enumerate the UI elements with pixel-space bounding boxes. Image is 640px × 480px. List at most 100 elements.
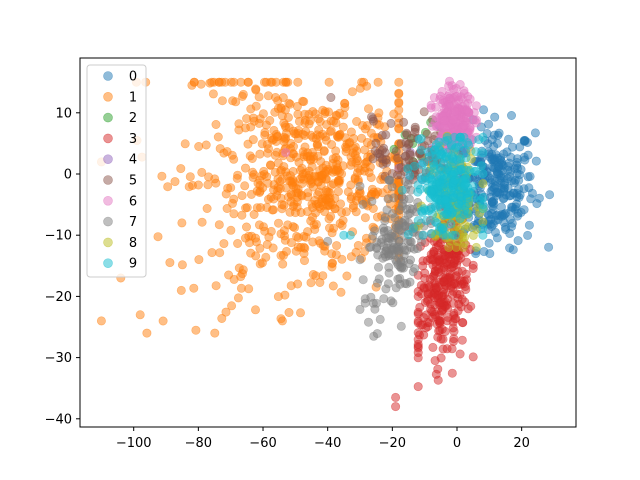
data-point bbox=[332, 131, 342, 141]
data-point bbox=[418, 230, 428, 240]
data-point bbox=[416, 145, 426, 155]
legend-label: 4 bbox=[129, 153, 137, 168]
data-point bbox=[395, 225, 405, 235]
legend-marker-icon bbox=[103, 196, 113, 206]
data-point bbox=[447, 368, 457, 378]
data-point bbox=[293, 77, 303, 87]
data-point bbox=[439, 104, 449, 114]
data-point bbox=[373, 250, 383, 260]
scatter-points bbox=[96, 76, 555, 412]
data-point bbox=[319, 147, 329, 157]
data-point bbox=[471, 242, 481, 252]
data-point bbox=[176, 285, 186, 295]
data-point bbox=[395, 205, 405, 215]
data-point bbox=[397, 185, 407, 195]
data-point bbox=[326, 180, 336, 190]
data-point bbox=[357, 77, 367, 87]
outlier-points bbox=[96, 80, 401, 412]
data-point bbox=[457, 335, 467, 345]
data-point bbox=[442, 316, 452, 326]
data-point bbox=[194, 142, 204, 152]
data-point bbox=[369, 331, 379, 341]
x-tick-label: 20 bbox=[513, 436, 530, 451]
data-point bbox=[496, 202, 506, 212]
data-point bbox=[428, 260, 438, 270]
y-axis: 10 0 −10 −20 −30 −40 bbox=[45, 106, 80, 427]
data-point bbox=[371, 298, 381, 308]
legend-item-0: 0 bbox=[103, 70, 137, 85]
data-point bbox=[395, 273, 405, 283]
data-point bbox=[333, 187, 343, 197]
data-point bbox=[393, 246, 403, 256]
data-point bbox=[430, 201, 440, 211]
data-point bbox=[304, 119, 314, 129]
data-point bbox=[297, 179, 307, 189]
data-point bbox=[213, 132, 223, 142]
legend-marker-icon bbox=[103, 216, 113, 227]
x-axis: −100 −80 −60 −40 −20 0 20 bbox=[116, 427, 530, 451]
data-point bbox=[326, 126, 336, 136]
data-point bbox=[500, 222, 510, 232]
legend-item-3: 3 bbox=[103, 132, 137, 147]
x-tick-label: −40 bbox=[314, 436, 341, 451]
data-point bbox=[222, 204, 232, 214]
data-point bbox=[226, 225, 236, 235]
data-point bbox=[416, 173, 426, 183]
data-point bbox=[299, 231, 309, 241]
y-tick-label: −40 bbox=[45, 412, 72, 427]
data-point bbox=[461, 269, 471, 279]
data-point bbox=[394, 123, 404, 133]
data-point bbox=[484, 238, 494, 248]
data-point bbox=[446, 141, 456, 151]
data-point bbox=[381, 155, 391, 165]
data-point bbox=[165, 258, 175, 268]
data-point bbox=[375, 314, 385, 324]
data-point bbox=[299, 256, 309, 266]
data-point bbox=[286, 281, 296, 291]
data-point bbox=[281, 167, 291, 177]
data-point bbox=[396, 321, 406, 331]
data-point bbox=[360, 213, 370, 223]
data-point bbox=[258, 183, 268, 193]
data-point bbox=[334, 178, 344, 188]
data-point bbox=[418, 261, 428, 271]
data-point bbox=[210, 174, 220, 184]
data-point bbox=[243, 139, 253, 149]
data-point bbox=[189, 283, 199, 293]
data-point bbox=[289, 199, 299, 209]
data-point bbox=[191, 325, 201, 335]
data-point bbox=[394, 89, 404, 99]
data-point bbox=[419, 107, 429, 117]
data-point bbox=[423, 289, 433, 299]
data-point bbox=[214, 77, 224, 87]
data-point bbox=[448, 115, 458, 125]
y-tick-label: −10 bbox=[45, 229, 72, 244]
data-point bbox=[342, 271, 352, 281]
data-point bbox=[270, 150, 280, 160]
data-point bbox=[507, 218, 517, 228]
data-point bbox=[450, 175, 460, 185]
data-point bbox=[449, 334, 459, 344]
data-point bbox=[476, 161, 486, 171]
data-point bbox=[492, 233, 502, 243]
data-point bbox=[221, 307, 231, 317]
data-point bbox=[440, 195, 450, 205]
data-point bbox=[435, 94, 445, 104]
y-tick-label: 10 bbox=[55, 106, 72, 121]
data-point bbox=[265, 160, 275, 170]
data-point bbox=[524, 220, 534, 230]
data-point bbox=[439, 116, 449, 126]
data-point bbox=[358, 199, 368, 209]
data-point bbox=[405, 150, 415, 160]
data-point bbox=[455, 349, 465, 359]
data-point bbox=[437, 306, 447, 316]
legend-label: 9 bbox=[129, 257, 137, 272]
data-point bbox=[448, 323, 458, 333]
legend-label: 3 bbox=[129, 132, 137, 147]
data-point bbox=[294, 157, 304, 167]
data-point bbox=[346, 127, 356, 137]
data-point bbox=[283, 77, 293, 87]
legend-label: 2 bbox=[129, 111, 137, 126]
legend-marker-icon bbox=[103, 258, 113, 269]
data-point bbox=[308, 237, 318, 247]
